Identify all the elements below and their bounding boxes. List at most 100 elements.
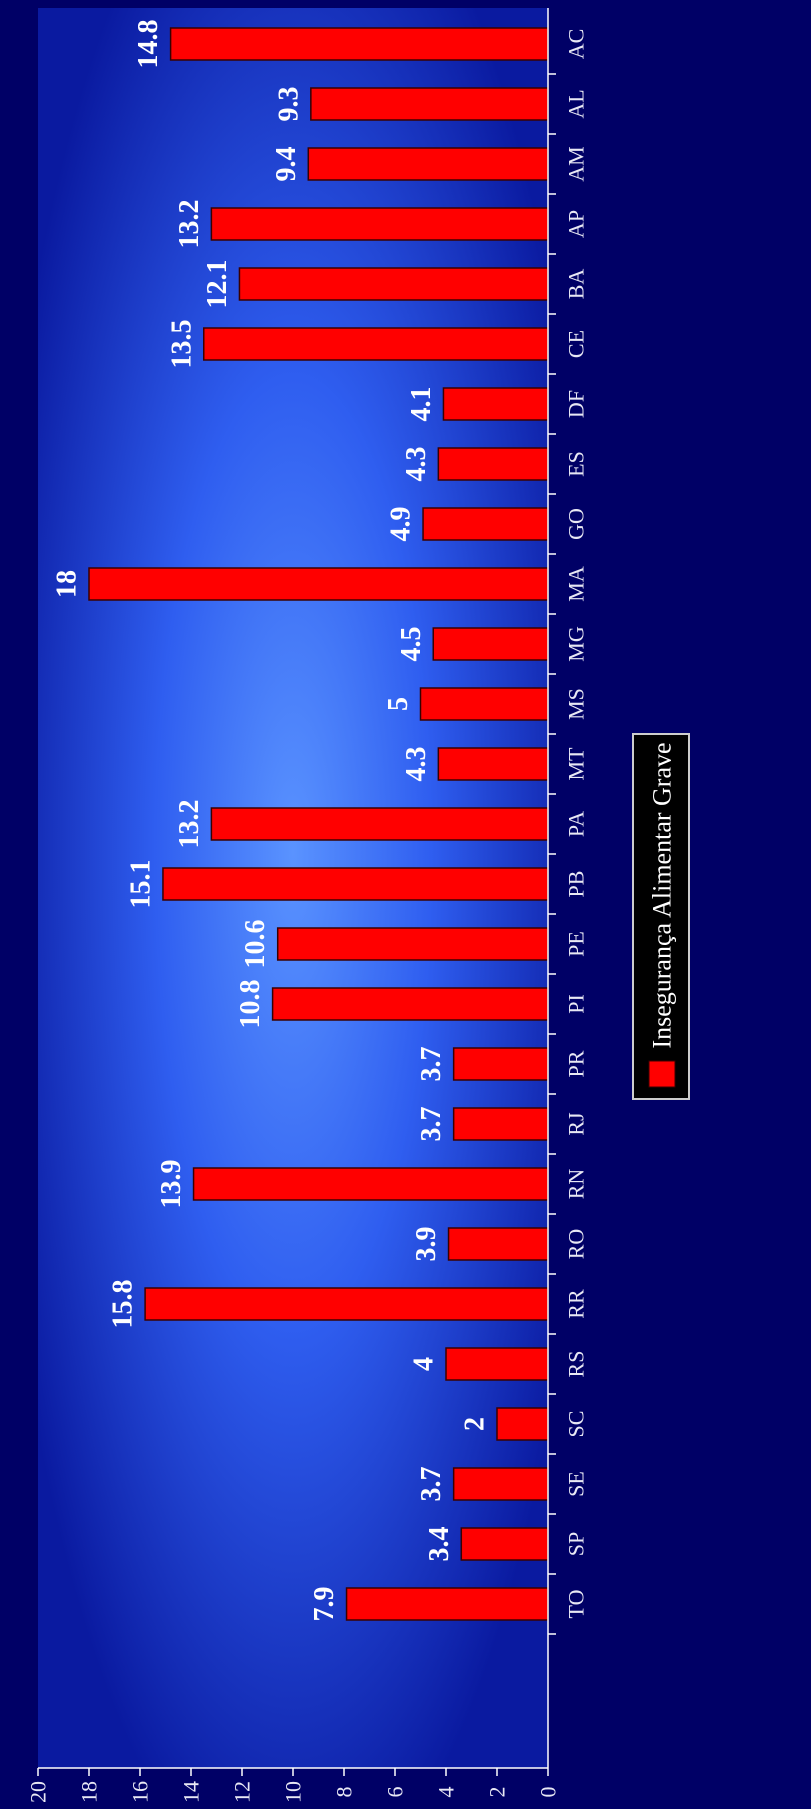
category-label-rr: RR: [564, 1289, 589, 1319]
bar-pb: [162, 867, 549, 901]
category-label-sp: SP: [564, 1532, 589, 1556]
data-label-mg: 4.5: [396, 627, 427, 662]
data-label-ce: 13.5: [166, 320, 197, 369]
data-label-rn: 13.9: [156, 1160, 187, 1209]
category-label-ba: BA: [564, 269, 589, 300]
value-tick-label: 6: [383, 1787, 408, 1798]
data-label-am: 9.4: [271, 147, 302, 182]
category-label-pb: PB: [564, 871, 589, 898]
bar-ro: [447, 1227, 549, 1261]
bar-mg: [432, 627, 549, 661]
bar-rn: [192, 1167, 549, 1201]
data-label-go: 4.9: [386, 507, 417, 542]
category-label-es: ES: [564, 451, 589, 477]
bar-pe: [276, 927, 549, 961]
bar-rj: [452, 1107, 549, 1141]
data-label-al: 9.3: [273, 87, 304, 122]
bar-sp: [460, 1527, 549, 1561]
category-label-rs: RS: [564, 1351, 589, 1378]
bar-es: [437, 447, 549, 481]
data-label-sc: 2: [460, 1417, 491, 1431]
data-label-es: 4.3: [401, 447, 432, 482]
value-tick-label: 4: [434, 1787, 459, 1798]
data-label-pa: 13.2: [174, 800, 205, 849]
category-label-ac: AC: [564, 29, 589, 60]
bar-go: [422, 507, 549, 541]
value-tick-label: 20: [26, 1781, 51, 1803]
value-tick-label: 2: [485, 1787, 510, 1798]
bar-mt: [437, 747, 549, 781]
data-label-pe: 10.6: [240, 920, 271, 969]
data-label-ap: 13.2: [174, 200, 205, 249]
category-label-rj: RJ: [564, 1112, 589, 1136]
category-label-to: TO: [564, 1590, 589, 1619]
category-label-sc: SC: [564, 1411, 589, 1438]
data-label-pr: 3.7: [416, 1047, 447, 1082]
legend-swatch: [648, 1060, 676, 1088]
bar-pa: [210, 807, 549, 841]
category-label-rn: RN: [564, 1169, 589, 1200]
value-tick-label: 16: [128, 1781, 153, 1803]
axes-group: 0 2 4 6 8 10 12 14 16 18 20 AC AL AM AP BA CE DF ES GO MA MG M…: [26, 8, 589, 1803]
value-tick-label: 18: [77, 1781, 102, 1803]
category-label-pr: PR: [564, 1050, 589, 1077]
value-tick-label: 10: [281, 1781, 306, 1803]
bar-to: [345, 1587, 549, 1621]
category-label-pi: PI: [564, 994, 589, 1014]
data-labels-group: 14.8 9.3 9.4 13.2 12.113.5 4.1 4.3 4.9 18 4.5 5 4.3…: [52, 20, 491, 1622]
data-label-mt: 4.3: [401, 747, 432, 782]
bar-df: [442, 387, 549, 421]
bar-ba: [238, 267, 549, 301]
category-label-ap: AP: [564, 210, 589, 238]
data-label-rr: 15.8: [108, 1280, 139, 1329]
bar-ap: [210, 207, 549, 241]
category-label-am: AM: [564, 146, 589, 181]
category-label-pe: PE: [564, 931, 589, 957]
data-label-ma: 18: [52, 570, 83, 598]
data-label-rs: 4: [409, 1357, 440, 1371]
bar-rr: [144, 1287, 549, 1321]
category-label-mg: MG: [564, 626, 589, 662]
category-label-ce: CE: [564, 330, 589, 358]
category-label-ro: RO: [564, 1229, 589, 1260]
data-label-ms: 5: [383, 697, 414, 711]
category-label-go: GO: [564, 508, 589, 540]
value-tick-label: 8: [332, 1787, 357, 1798]
category-label-se: SE: [564, 1471, 589, 1497]
category-label-al: AL: [564, 89, 589, 118]
legend: Insegurança Alimentar Grave: [632, 733, 690, 1100]
data-label-se: 3.7: [416, 1467, 447, 1502]
bar-ac: [169, 27, 549, 61]
bar-pi: [271, 987, 549, 1021]
bar-am: [307, 147, 549, 181]
legend-label: Insegurança Alimentar Grave: [648, 742, 677, 1048]
category-label-pa: PA: [564, 811, 589, 837]
bar-ce: [203, 327, 549, 361]
data-label-to: 7.9: [309, 1587, 340, 1622]
data-label-pi: 10.8: [235, 980, 266, 1029]
bar-pr: [452, 1047, 549, 1081]
value-tick-label: 14: [179, 1781, 204, 1803]
category-label-df: DF: [564, 390, 589, 418]
data-label-pb: 15.1: [125, 860, 156, 909]
category-label-mt: MT: [564, 747, 589, 781]
category-label-ms: MS: [564, 688, 589, 720]
bar-al: [310, 87, 549, 121]
bar-ma: [88, 567, 549, 601]
bar-rs: [445, 1347, 549, 1381]
value-tick-label: 0: [536, 1787, 561, 1798]
legend-box: [632, 733, 690, 1100]
value-tick-label: 12: [230, 1781, 255, 1803]
bar-ms: [419, 687, 549, 721]
bars-group: [88, 27, 549, 1621]
category-label-ma: MA: [564, 566, 589, 602]
data-label-ro: 3.9: [411, 1227, 442, 1262]
data-label-ba: 12.1: [202, 260, 233, 309]
data-label-ac: 14.8: [133, 20, 164, 69]
bar-se: [452, 1467, 549, 1501]
bar-sc: [496, 1407, 549, 1441]
data-label-rj: 3.7: [416, 1107, 447, 1142]
data-label-sp: 3.4: [424, 1527, 455, 1562]
data-label-df: 4.1: [406, 387, 437, 422]
